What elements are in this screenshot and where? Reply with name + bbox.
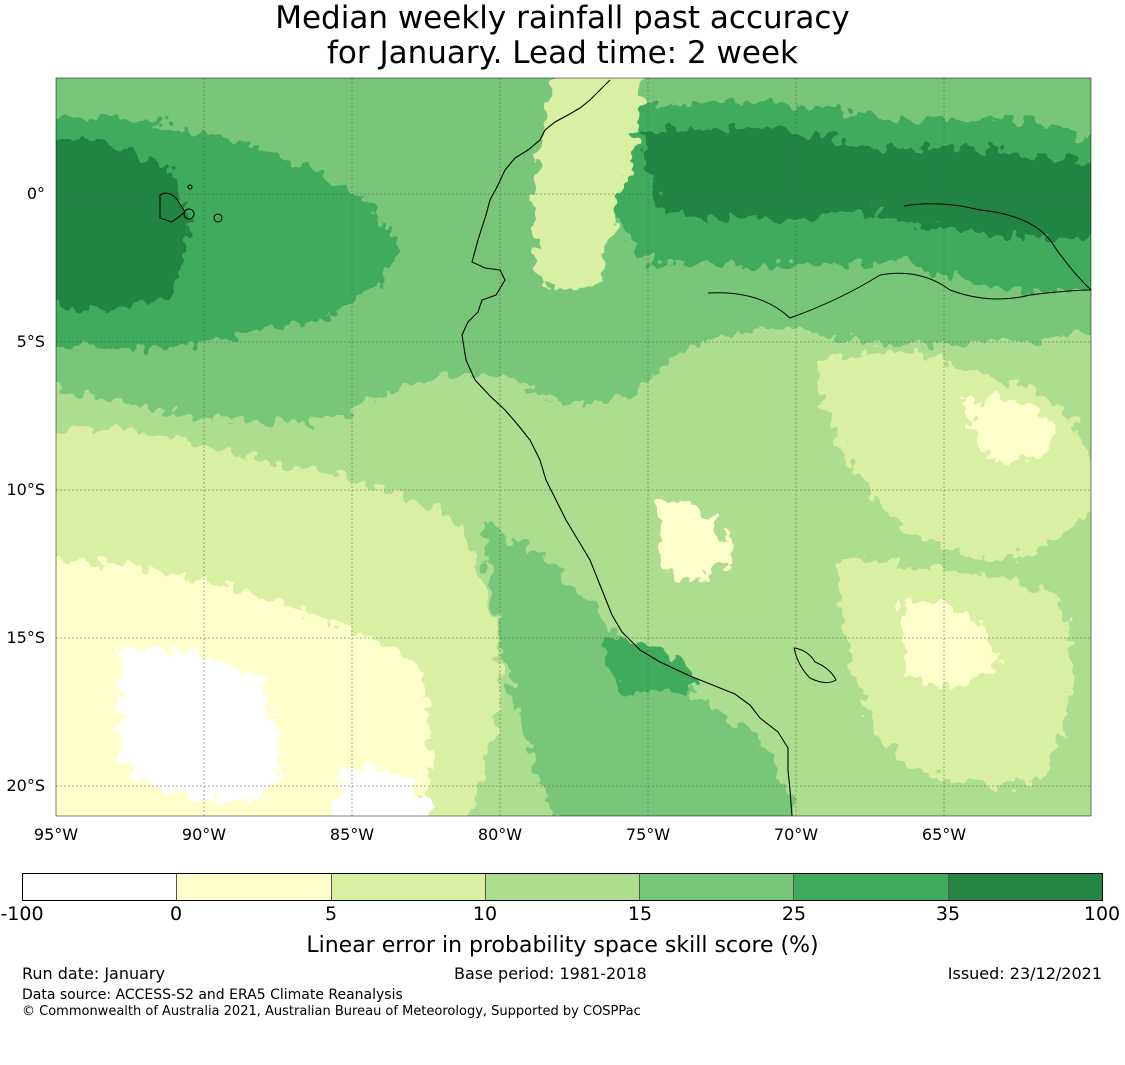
river-amazon <box>707 272 1092 319</box>
lat-label-10s: 10°S <box>6 480 45 499</box>
lon-label-65w: 65°W <box>921 825 967 844</box>
issued-date: Issued: 23/12/2021 <box>947 964 1102 983</box>
lon-label-80w: 80°W <box>477 825 523 844</box>
field-low-andes-north <box>533 78 640 290</box>
field-high-west <box>56 138 187 310</box>
colorbar-tick-5: 5 <box>324 903 338 925</box>
run-date: Run date: January <box>22 964 165 983</box>
lon-label-85w: 85°W <box>329 825 375 844</box>
colorbar-label: Linear error in probability space skill … <box>306 933 819 958</box>
colorbar-tick-10: 10 <box>472 903 498 925</box>
skill-score-map <box>55 77 1092 817</box>
colorbar-segment-25-35 <box>794 874 949 900</box>
lat-label-5s: 5°S <box>16 332 45 351</box>
colorbar-segment-15-25 <box>640 874 795 900</box>
lon-label-95w: 95°W <box>33 825 79 844</box>
field-35-band-coast <box>600 638 700 694</box>
graticule <box>56 78 1091 816</box>
colorbar <box>22 873 1103 901</box>
lon-label-90w: 90°W <box>181 825 227 844</box>
copyright-notice: © Commonwealth of Australia 2021, Austra… <box>22 1004 641 1019</box>
island-isabela <box>159 192 186 223</box>
colorbar-segment-35-100 <box>948 874 1102 900</box>
field-negative-south <box>332 768 430 816</box>
coastline-south-america <box>461 79 793 817</box>
lon-label-75w: 75°W <box>625 825 671 844</box>
map-title-line-1: Median weekly rainfall past accuracy <box>275 0 850 36</box>
colorbar-tick-35: 35 <box>935 903 961 925</box>
map-frame <box>55 77 1092 817</box>
colorbar-tick-15: 15 <box>627 903 653 925</box>
data-source: Data source: ACCESS-S2 and ERA5 Climate … <box>22 987 403 1003</box>
colorbar-segment-10-15 <box>485 874 641 900</box>
lake-titicaca <box>793 647 837 684</box>
colorbar-tick-100: 100 <box>1083 903 1121 925</box>
lat-label-15s: 15°S <box>6 628 45 647</box>
river-upper <box>903 203 1092 291</box>
map-title-line-2: for January. Lead time: 2 week <box>327 35 798 71</box>
galapagos-islands <box>159 184 223 223</box>
field-negative-southwest <box>120 648 280 802</box>
lon-label-70w: 70°W <box>773 825 819 844</box>
field-high-east <box>640 127 1091 240</box>
field-0-band-central <box>660 500 730 578</box>
lat-label-20s: 20°S <box>6 776 45 795</box>
colorbar-segment-5-10 <box>331 874 486 900</box>
island-san-cristobal <box>213 213 223 223</box>
colorbar-tick-0: 0 <box>169 903 183 925</box>
colorbar-tick-neg100: -100 <box>0 903 44 925</box>
base-period: Base period: 1981-2018 <box>454 964 647 983</box>
field-0-band-east <box>960 398 1060 462</box>
colorbar-segment-neg100-0 <box>23 874 178 900</box>
island-north <box>187 184 193 190</box>
field-0-band-southeast <box>900 600 1000 687</box>
lat-label-0: 0° <box>26 184 45 203</box>
colorbar-segment-0-5 <box>177 874 332 900</box>
colorbar-tick-25: 25 <box>781 903 807 925</box>
skill-field <box>56 78 1091 816</box>
island-santa-cruz <box>183 208 195 220</box>
